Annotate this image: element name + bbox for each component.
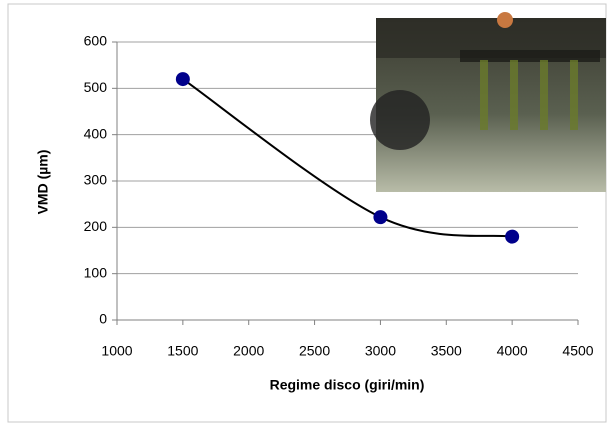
y-tick-label: 400 (84, 125, 108, 141)
y-tick-label: 0 (99, 311, 107, 327)
data-point (175, 72, 190, 87)
trend-line (182, 78, 513, 238)
y-tick-label: 300 (84, 172, 108, 188)
y-tick-label: 600 (84, 33, 108, 49)
x-tick-label: 4500 (562, 343, 593, 359)
photo-inset (370, 12, 606, 192)
x-tick-label: 4000 (497, 343, 528, 359)
x-tick-label: 3500 (431, 343, 462, 359)
x-axis-title: Regime disco (giri/min) (270, 377, 425, 393)
x-tick-label: 3000 (365, 343, 396, 359)
x-tick-label: 2000 (233, 343, 264, 359)
data-point (505, 229, 520, 244)
x-tick-label: 2500 (299, 343, 330, 359)
y-axis-title: VMD (µm) (35, 150, 51, 215)
y-tick-label: 500 (84, 79, 108, 95)
y-tick-label: 100 (84, 264, 108, 280)
x-tick-label: 1500 (167, 343, 198, 359)
y-tick-label: 200 (84, 218, 108, 234)
data-point (373, 210, 388, 225)
x-tick-label: 1000 (101, 343, 132, 359)
